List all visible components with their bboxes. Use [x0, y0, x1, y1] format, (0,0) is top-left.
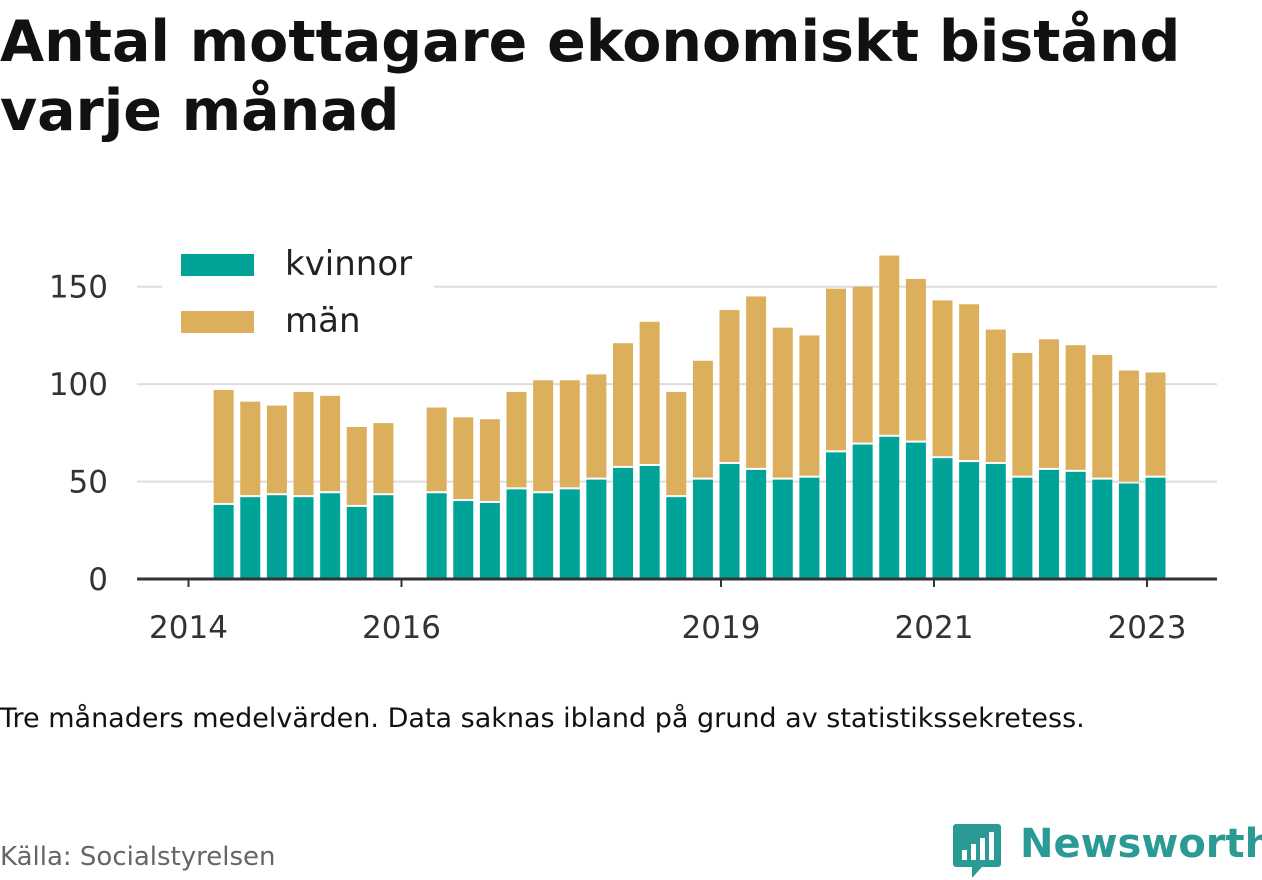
bar-man [639, 321, 660, 464]
bar-man [905, 278, 926, 441]
bar-kvinnor [453, 501, 474, 579]
chart-note: Tre månaders medelvärden. Data saknas ib… [0, 703, 1085, 734]
bar-kvinnor [1092, 479, 1113, 579]
bar-man [293, 391, 314, 496]
bar-kvinnor [240, 497, 261, 579]
bar-man [559, 380, 580, 488]
bar-kvinnor [799, 477, 820, 579]
bar-man [826, 288, 847, 451]
bar-man [346, 427, 367, 505]
bar-man [985, 329, 1006, 463]
x-tick-label: 2016 [362, 610, 441, 646]
bar-kvinnor [692, 479, 713, 579]
bar-chart-speech-bubble-icon [953, 824, 1001, 878]
bar-kvinnor [426, 493, 447, 579]
bar-man [373, 423, 394, 494]
bar-kvinnor [985, 464, 1006, 579]
bar-man [666, 391, 687, 496]
bar-kvinnor [559, 489, 580, 579]
bar-man [1145, 372, 1166, 476]
bar-kvinnor [479, 503, 500, 579]
bar-man [959, 304, 980, 461]
bar-kvinnor [533, 493, 554, 579]
bar-man [772, 327, 793, 478]
y-tick-label: 0 [88, 562, 108, 598]
bar-kvinnor [1145, 477, 1166, 579]
bar-kvinnor [746, 469, 767, 579]
bar-kvinnor [1012, 477, 1033, 579]
bar-man [1039, 339, 1060, 468]
bar-kvinnor [826, 452, 847, 579]
bar-man [1092, 354, 1113, 478]
x-tick-label: 2021 [895, 610, 974, 646]
legend-swatch [181, 311, 254, 333]
bar-man [453, 417, 474, 500]
bar-kvinnor [666, 497, 687, 579]
bar-kvinnor [373, 495, 394, 579]
bar-man [932, 300, 953, 457]
bar-man [719, 310, 740, 463]
source-credit: Källa: Socialstyrelsen [0, 842, 276, 872]
legend-label: kvinnor [285, 244, 412, 284]
chart-title: Antal mottagare ekonomiskt bistånd varje… [0, 9, 1181, 144]
bar-man [426, 407, 447, 492]
legend: kvinnor män [162, 240, 434, 350]
bar-kvinnor [852, 444, 873, 579]
bar-kvinnor [613, 467, 634, 579]
bars [213, 255, 1166, 579]
bar-man [266, 405, 287, 494]
bar-man [213, 389, 234, 503]
bar-kvinnor [719, 464, 740, 579]
y-tick-label: 150 [49, 270, 108, 306]
y-axis-ticks: 0 50 100 150 [49, 270, 108, 598]
bar-man [1012, 352, 1033, 476]
bar-man [746, 296, 767, 468]
bar-kvinnor [1039, 469, 1060, 579]
bar-kvinnor [213, 504, 234, 579]
brand-logo[interactable]: Newsworthy [950, 818, 1262, 878]
bar-man [799, 335, 820, 476]
x-tick-label: 2019 [682, 610, 761, 646]
bar-kvinnor [346, 506, 367, 579]
bar-kvinnor [266, 495, 287, 579]
bar-man [320, 395, 341, 492]
bar-kvinnor [320, 493, 341, 579]
bar-man [852, 286, 873, 443]
bar-man [479, 419, 500, 502]
bar-man [1118, 370, 1139, 482]
bar-man [533, 380, 554, 492]
bar-kvinnor [639, 465, 660, 579]
bar-kvinnor [959, 462, 980, 579]
x-tick-label: 2014 [149, 610, 228, 646]
bar-man [506, 391, 527, 488]
bar-kvinnor [506, 489, 527, 579]
bar-man [692, 360, 713, 478]
bar-man [879, 255, 900, 435]
y-tick-label: 100 [49, 367, 108, 403]
bar-kvinnor [586, 479, 607, 579]
bar-kvinnor [879, 436, 900, 579]
bar-kvinnor [772, 479, 793, 579]
bar-kvinnor [1065, 471, 1086, 579]
bar-man [240, 401, 261, 496]
bar-kvinnor [1118, 483, 1139, 579]
bar-man [613, 343, 634, 466]
bar-man [586, 374, 607, 478]
legend-label: män [285, 301, 361, 341]
y-tick-label: 50 [69, 465, 108, 501]
x-tick-label: 2023 [1108, 610, 1187, 646]
brand-name: Newsworthy [1020, 821, 1262, 867]
bar-kvinnor [932, 458, 953, 579]
legend-swatch [181, 254, 254, 276]
x-axis: 2014 2016 2019 2021 2023 [137, 577, 1217, 646]
bar-kvinnor [293, 497, 314, 579]
bar-man [1065, 345, 1086, 470]
bar-kvinnor [905, 442, 926, 579]
